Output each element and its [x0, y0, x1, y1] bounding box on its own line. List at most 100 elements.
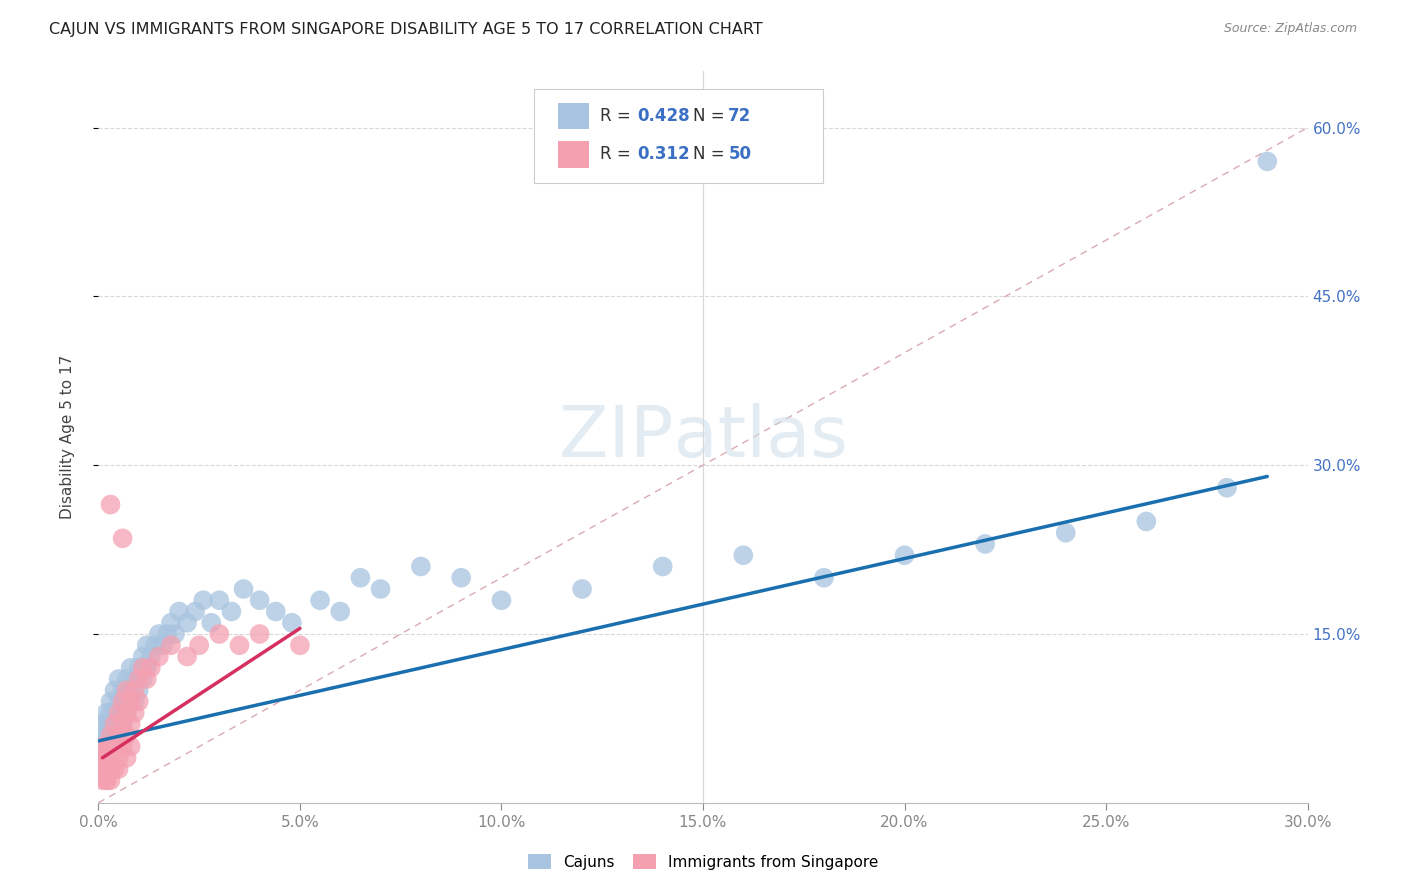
Point [100, 739, 122, 754]
Point [96, 751, 118, 765]
Point [228, 638, 250, 652]
Point [96, 751, 118, 765]
Point [100, 694, 122, 708]
Point [96, 739, 118, 754]
Text: N =: N = [693, 107, 730, 125]
Point [103, 739, 125, 754]
Point [96, 773, 118, 788]
Text: 50: 50 [728, 145, 751, 163]
Point [107, 706, 129, 720]
Point [103, 762, 125, 776]
Point [974, 537, 997, 551]
Y-axis label: Disability Age 5 to 17: Disability Age 5 to 17 [60, 355, 75, 519]
Point [103, 706, 125, 720]
Point [160, 638, 183, 652]
Point [111, 683, 134, 698]
Point [100, 751, 122, 765]
Point [100, 728, 122, 742]
Point [1256, 154, 1278, 169]
Point [176, 615, 198, 630]
Point [281, 615, 304, 630]
Point [1216, 481, 1239, 495]
Point [132, 649, 155, 664]
Point [111, 694, 134, 708]
Point [135, 638, 157, 652]
Point [120, 661, 142, 675]
Point [124, 694, 146, 708]
Point [409, 559, 432, 574]
Point [128, 683, 150, 698]
Point [111, 694, 134, 708]
Text: 0.428: 0.428 [637, 107, 689, 125]
Point [96, 762, 118, 776]
Point [152, 638, 174, 652]
Point [139, 649, 162, 664]
Point [107, 728, 129, 742]
Text: CAJUN VS IMMIGRANTS FROM SINGAPORE DISABILITY AGE 5 TO 17 CORRELATION CHART: CAJUN VS IMMIGRANTS FROM SINGAPORE DISAB… [49, 22, 763, 37]
Point [249, 627, 271, 641]
Text: Source: ZipAtlas.com: Source: ZipAtlas.com [1223, 22, 1357, 36]
Point [96, 773, 118, 788]
Point [115, 683, 138, 698]
Point [115, 751, 138, 765]
Point [107, 694, 129, 708]
Point [148, 649, 170, 664]
Point [115, 672, 138, 686]
Text: 72: 72 [728, 107, 752, 125]
Point [100, 762, 122, 776]
Point [96, 728, 118, 742]
Point [208, 593, 231, 607]
Point [91, 739, 114, 754]
Point [132, 661, 155, 675]
Point [193, 593, 215, 607]
Point [107, 672, 129, 686]
Point [813, 571, 835, 585]
Point [91, 773, 114, 788]
Point [249, 593, 271, 607]
Point [111, 717, 134, 731]
Point [156, 627, 179, 641]
Text: ZIP​atlas: ZIP​atlas [558, 402, 848, 472]
Point [143, 638, 166, 652]
Point [163, 627, 186, 641]
Point [139, 661, 162, 675]
Point [120, 683, 142, 698]
Point [208, 627, 231, 641]
Point [107, 762, 129, 776]
Point [124, 672, 146, 686]
Point [184, 605, 207, 619]
Point [100, 728, 122, 742]
Point [188, 638, 211, 652]
Point [167, 605, 190, 619]
Point [135, 672, 157, 686]
Point [120, 717, 142, 731]
Point [893, 548, 915, 562]
Point [349, 571, 371, 585]
Legend: Cajuns, Immigrants from Singapore: Cajuns, Immigrants from Singapore [522, 847, 884, 876]
Point [128, 661, 150, 675]
Text: R =: R = [600, 107, 637, 125]
Point [115, 683, 138, 698]
Point [1135, 515, 1157, 529]
Point [135, 661, 157, 675]
Point [288, 638, 311, 652]
Point [107, 717, 129, 731]
Point [128, 694, 150, 708]
Point [329, 605, 352, 619]
Point [491, 593, 513, 607]
Point [124, 706, 146, 720]
Point [96, 739, 118, 754]
Point [91, 717, 114, 731]
Point [450, 571, 472, 585]
Point [160, 615, 183, 630]
Point [103, 683, 125, 698]
Point [124, 683, 146, 698]
Point [91, 728, 114, 742]
Point [107, 751, 129, 765]
Point [100, 706, 122, 720]
Point [120, 694, 142, 708]
Point [733, 548, 755, 562]
Point [91, 751, 114, 765]
Point [96, 706, 118, 720]
Point [1054, 525, 1077, 540]
